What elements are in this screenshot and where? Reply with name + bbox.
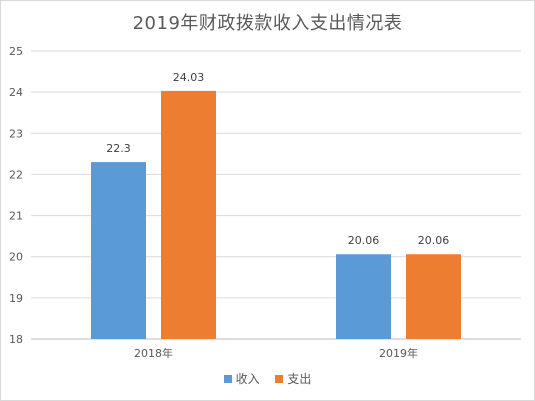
y-tick-label: 25 — [9, 45, 23, 58]
y-tick-label: 19 — [9, 292, 23, 305]
legend-swatch-income — [223, 374, 232, 383]
bars — [91, 90, 461, 339]
x-tick-label: 2018年 — [134, 346, 173, 360]
y-tick-label: 22 — [9, 168, 23, 181]
x-tick-label: 2019年 — [379, 346, 418, 360]
legend-label-income: 收入 — [235, 372, 260, 386]
y-tick-label: 21 — [9, 210, 23, 223]
data-label-expense-1: 20.06 — [418, 234, 450, 247]
y-tick-label: 24 — [9, 86, 23, 99]
x-axis-ticks: 2018年 2019年 — [134, 346, 418, 360]
data-label-income-0: 22.3 — [106, 142, 131, 155]
legend-swatch-expense — [275, 374, 284, 383]
legend-item-income: 收入 — [223, 370, 260, 387]
bar-expense-1 — [406, 254, 461, 339]
y-axis-ticks: 18 19 20 21 22 23 24 25 — [9, 45, 23, 346]
legend-label-expense: 支出 — [287, 372, 312, 386]
chart-title: 2019年财政拨款收入支出情况表 — [132, 13, 403, 34]
data-label-income-1: 20.06 — [348, 234, 380, 247]
data-label-expense-0: 24.03 — [173, 71, 205, 84]
legend: 收入 支出 — [1, 370, 534, 387]
bar-income-0 — [91, 162, 146, 339]
data-labels: 22.3 24.03 20.06 20.06 — [106, 71, 449, 247]
y-tick-label: 18 — [9, 333, 23, 346]
y-tick-label: 23 — [9, 127, 23, 140]
bar-income-1 — [336, 254, 391, 339]
bar-expense-0 — [161, 90, 216, 339]
legend-item-expense: 支出 — [275, 370, 311, 387]
y-tick-label: 20 — [9, 251, 23, 264]
